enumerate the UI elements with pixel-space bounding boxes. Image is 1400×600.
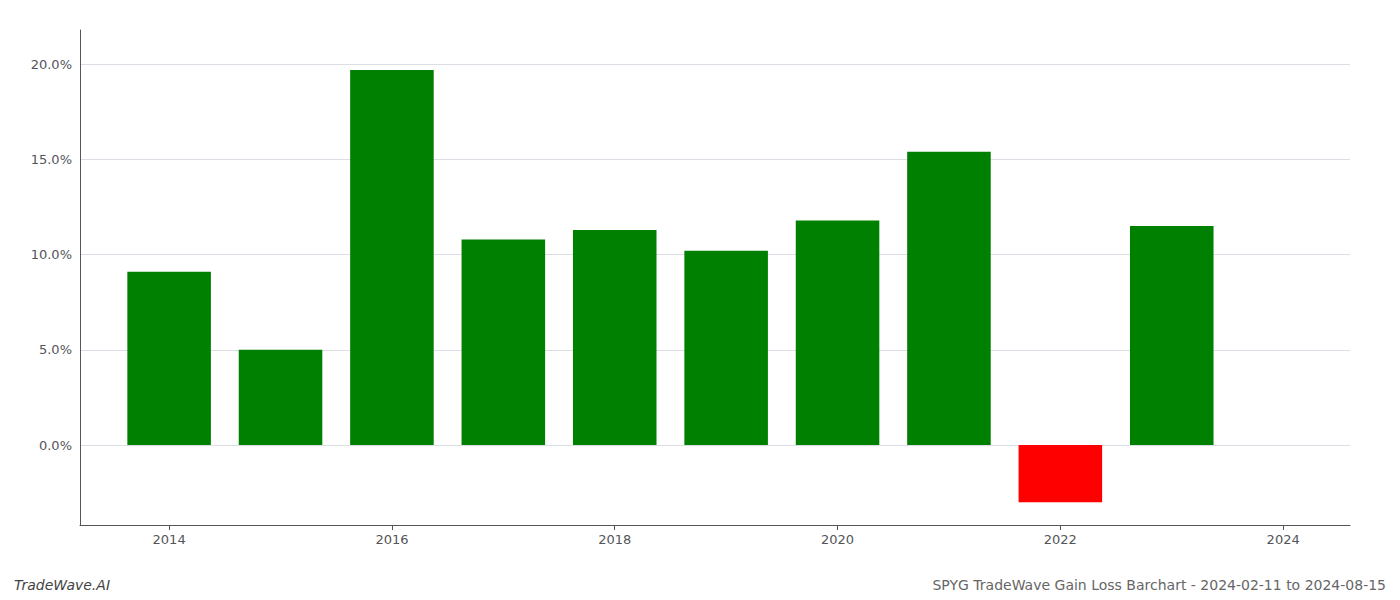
svg-text:10.0%: 10.0% [31, 247, 72, 262]
svg-text:15.0%: 15.0% [31, 152, 72, 167]
svg-text:2018: 2018 [598, 532, 631, 547]
svg-text:2014: 2014 [153, 532, 186, 547]
svg-text:2024: 2024 [1267, 532, 1300, 547]
svg-text:2016: 2016 [375, 532, 408, 547]
svg-text:5.0%: 5.0% [39, 342, 72, 357]
svg-text:2022: 2022 [1044, 532, 1077, 547]
svg-text:20.0%: 20.0% [31, 57, 72, 72]
svg-text:SPYG TradeWave Gain Loss Barch: SPYG TradeWave Gain Loss Barchart - 2024… [932, 577, 1386, 593]
svg-text:2020: 2020 [821, 532, 854, 547]
svg-text:0.0%: 0.0% [39, 438, 72, 453]
svg-text:TradeWave.AI: TradeWave.AI [14, 577, 110, 593]
